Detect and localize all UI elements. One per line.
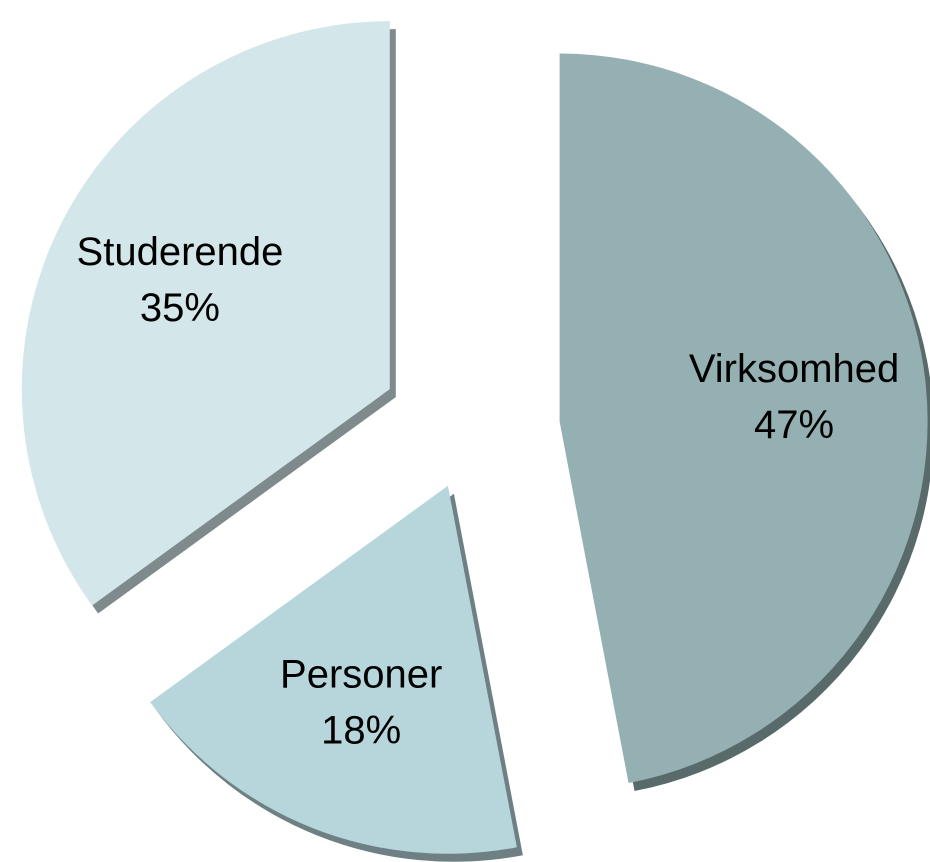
slice-label: Virksomhed xyxy=(689,347,899,391)
labels: Virksomhed 47% Personer 18% Studerende 35% xyxy=(77,230,900,753)
slice-label: Studerende xyxy=(77,230,284,274)
slice xyxy=(150,485,517,854)
slice-value: 47% xyxy=(754,403,834,447)
slice-value: 35% xyxy=(140,286,220,330)
slices xyxy=(21,21,928,854)
slice-value: 18% xyxy=(321,708,401,752)
slice xyxy=(21,21,390,606)
slice xyxy=(559,53,928,784)
slice-label: Personer xyxy=(280,652,442,696)
